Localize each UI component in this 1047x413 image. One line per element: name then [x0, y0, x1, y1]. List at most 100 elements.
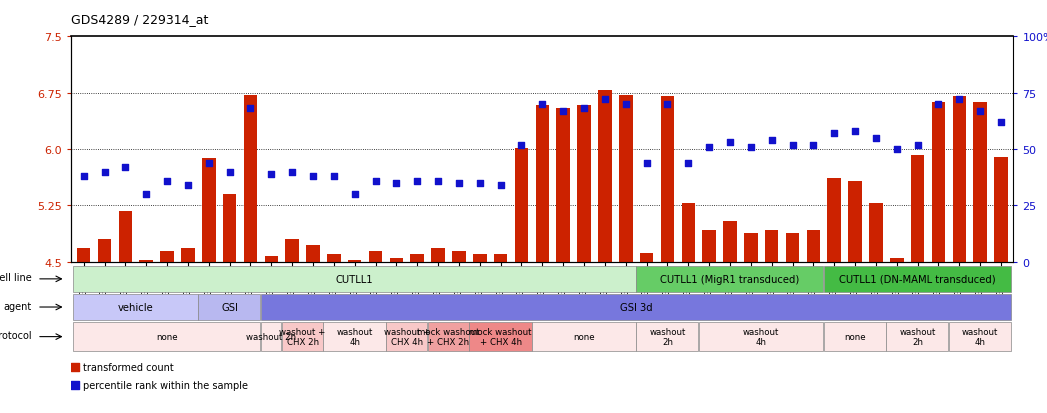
Bar: [261, 323, 282, 351]
Point: [513, 142, 530, 149]
Bar: [410, 255, 424, 262]
Bar: [389, 259, 403, 262]
Point: [200, 160, 217, 166]
Text: washout +
CHX 2h: washout + CHX 2h: [280, 327, 326, 347]
Bar: [473, 255, 487, 262]
Point: [597, 97, 614, 104]
Text: washout
2h: washout 2h: [899, 327, 936, 347]
Bar: [244, 96, 258, 262]
Text: agent: agent: [4, 301, 32, 311]
Point: [180, 183, 197, 189]
Point: [305, 173, 321, 180]
Text: protocol: protocol: [0, 330, 32, 340]
Bar: [911, 156, 925, 262]
Point: [659, 102, 675, 108]
Bar: [369, 251, 382, 262]
Point: [930, 102, 946, 108]
Text: none: none: [844, 332, 866, 341]
Bar: [348, 261, 361, 262]
Text: transformed count: transformed count: [83, 362, 174, 372]
Bar: [494, 255, 508, 262]
Bar: [806, 230, 820, 262]
Point: [138, 192, 155, 198]
Text: washout
4h: washout 4h: [743, 327, 779, 347]
Bar: [532, 323, 636, 351]
Bar: [118, 211, 132, 262]
Bar: [76, 249, 90, 262]
Bar: [97, 240, 111, 262]
Bar: [223, 195, 237, 262]
Point: [888, 147, 905, 153]
Point: [805, 142, 822, 149]
Text: percentile rank within the sample: percentile rank within the sample: [83, 380, 248, 390]
Bar: [324, 323, 385, 351]
Point: [721, 140, 738, 146]
Bar: [73, 266, 636, 292]
Text: CUTLL1 (MigR1 transduced): CUTLL1 (MigR1 transduced): [661, 274, 800, 284]
Point: [362, 128, 379, 135]
Point: [576, 106, 593, 112]
Point: [388, 180, 405, 187]
Point: [784, 142, 801, 149]
Text: mock washout
+ CHX 4h: mock washout + CHX 4h: [469, 327, 532, 347]
Bar: [723, 221, 737, 262]
Point: [221, 169, 238, 176]
Point: [159, 178, 176, 185]
Text: cell line: cell line: [0, 273, 32, 283]
Bar: [515, 148, 529, 262]
Bar: [887, 323, 949, 351]
Bar: [73, 323, 261, 351]
Point: [429, 178, 446, 185]
Text: none: none: [156, 332, 178, 341]
Bar: [869, 204, 883, 262]
Point: [450, 180, 467, 187]
Bar: [824, 266, 1011, 292]
Bar: [536, 106, 549, 262]
Bar: [386, 323, 427, 351]
Point: [284, 169, 300, 176]
Bar: [953, 97, 966, 262]
Bar: [452, 251, 466, 262]
Bar: [261, 294, 1011, 320]
Text: GSI: GSI: [221, 302, 238, 312]
Text: CUTLL1: CUTLL1: [336, 274, 374, 284]
Point: [96, 169, 113, 176]
Point: [826, 131, 843, 137]
Bar: [469, 323, 532, 351]
Bar: [640, 253, 653, 262]
Point: [75, 173, 92, 180]
Point: [847, 128, 864, 135]
Bar: [577, 106, 591, 262]
Bar: [73, 294, 198, 320]
Bar: [160, 251, 174, 262]
Point: [639, 160, 655, 166]
Bar: [744, 234, 758, 262]
Bar: [427, 323, 469, 351]
Text: washout
4h: washout 4h: [336, 327, 373, 347]
Bar: [286, 240, 299, 262]
Bar: [974, 103, 987, 262]
Point: [362, 297, 379, 304]
Point: [534, 102, 551, 108]
Bar: [995, 157, 1008, 262]
Bar: [848, 181, 862, 262]
Point: [972, 108, 988, 115]
Point: [263, 171, 280, 178]
Point: [680, 160, 696, 166]
Text: GDS4289 / 229314_at: GDS4289 / 229314_at: [71, 13, 208, 26]
Bar: [637, 266, 823, 292]
Text: washout
2h: washout 2h: [649, 327, 686, 347]
Text: mock washout
+ CHX 2h: mock washout + CHX 2h: [418, 327, 480, 347]
Bar: [307, 246, 319, 262]
Bar: [327, 255, 340, 262]
Text: CUTLL1 (DN-MAML transduced): CUTLL1 (DN-MAML transduced): [840, 274, 996, 284]
Bar: [282, 323, 324, 351]
Point: [993, 119, 1009, 126]
Bar: [431, 249, 445, 262]
Point: [951, 97, 967, 104]
Bar: [785, 234, 799, 262]
Text: vehicle: vehicle: [118, 302, 154, 312]
Bar: [949, 323, 1011, 351]
Point: [618, 102, 634, 108]
Point: [763, 138, 780, 144]
